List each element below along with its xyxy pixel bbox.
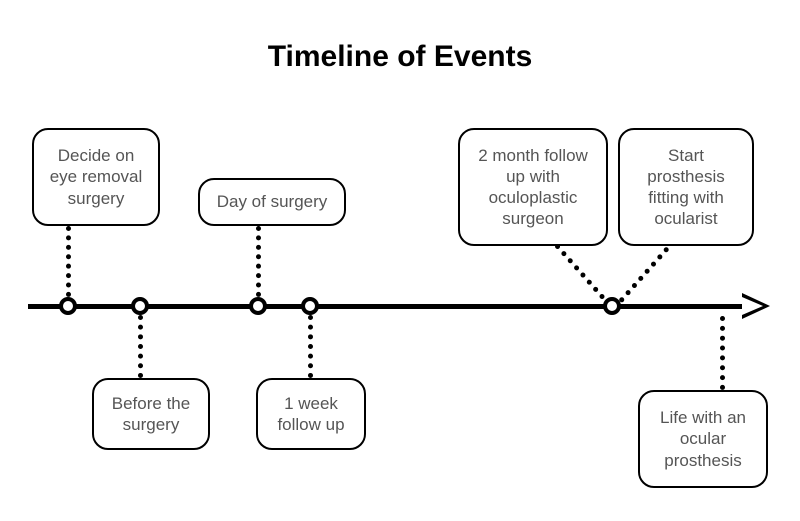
event-connector bbox=[720, 316, 725, 390]
event-box-before: Before the surgery bbox=[92, 378, 210, 450]
timeline-marker bbox=[59, 297, 77, 315]
event-box-twomonth: 2 month follow up with oculoplastic surg… bbox=[458, 128, 608, 246]
event-box-week: 1 week follow up bbox=[256, 378, 366, 450]
event-connector bbox=[308, 315, 313, 378]
timeline-marker bbox=[131, 297, 149, 315]
event-box-day: Day of surgery bbox=[198, 178, 346, 226]
event-box-decide: Decide on eye removal surgery bbox=[32, 128, 160, 226]
timeline-marker bbox=[249, 297, 267, 315]
event-connector bbox=[138, 315, 143, 378]
event-connector-diagonal bbox=[618, 246, 670, 303]
timeline-marker bbox=[301, 297, 319, 315]
event-connector bbox=[256, 226, 261, 297]
event-connector bbox=[66, 226, 71, 297]
timeline-stage: Decide on eye removal surgery Before the … bbox=[0, 0, 800, 521]
event-box-life: Life with an ocular prosthesis bbox=[638, 390, 768, 488]
event-connector-diagonal bbox=[554, 243, 606, 300]
axis-arrowhead-fill bbox=[742, 297, 763, 315]
event-box-startfit: Start prosthesis fitting with ocularist bbox=[618, 128, 754, 246]
